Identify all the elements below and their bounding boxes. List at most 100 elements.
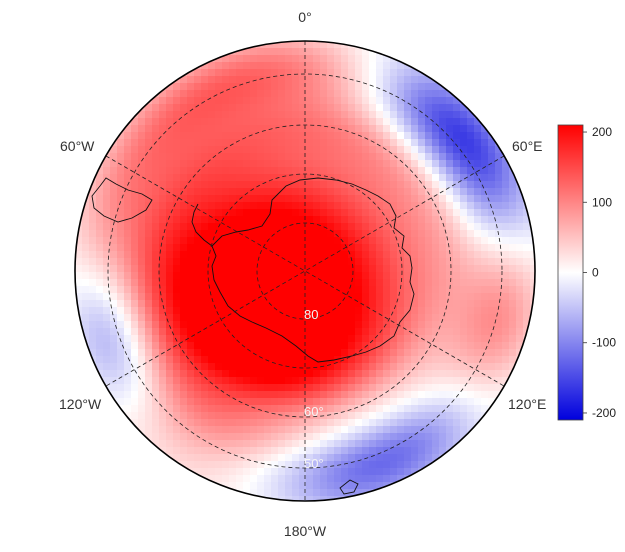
field-cell — [180, 314, 188, 322]
field-cell — [173, 419, 181, 427]
field-cell — [264, 272, 272, 280]
field-cell — [194, 328, 202, 336]
field-cell — [446, 125, 454, 133]
field-cell — [530, 216, 535, 224]
field-cell — [383, 237, 391, 245]
field-cell — [313, 111, 321, 119]
field-cell — [145, 118, 153, 126]
field-cell — [264, 349, 272, 357]
field-cell — [208, 132, 216, 140]
field-cell — [390, 132, 398, 140]
field-cell — [222, 342, 230, 350]
field-cell — [362, 286, 370, 294]
field-cell — [341, 398, 349, 406]
field-cell — [173, 321, 181, 329]
field-cell — [138, 251, 146, 259]
field-cell — [467, 195, 475, 203]
field-cell — [187, 83, 195, 91]
field-cell — [299, 258, 307, 266]
field-cell — [145, 104, 153, 112]
field-cell — [411, 279, 419, 287]
field-cell — [145, 384, 153, 392]
field-cell — [418, 314, 426, 322]
field-cell — [243, 111, 251, 119]
field-cell — [348, 398, 356, 406]
field-cell — [180, 447, 188, 455]
field-cell — [145, 174, 153, 182]
field-cell — [166, 286, 174, 294]
field-cell — [425, 160, 433, 168]
field-cell — [173, 356, 181, 364]
field-cell — [474, 258, 482, 266]
field-cell — [271, 335, 279, 343]
field-cell — [285, 349, 293, 357]
field-cell — [327, 307, 335, 315]
field-cell — [460, 391, 468, 399]
field-cell — [376, 265, 384, 273]
field-cell — [138, 188, 146, 196]
field-cell — [453, 160, 461, 168]
field-cell — [334, 426, 342, 434]
field-cell — [187, 356, 195, 364]
field-cell — [453, 104, 461, 112]
field-cell — [222, 475, 230, 483]
field-cell — [159, 230, 167, 238]
field-cell — [432, 279, 440, 287]
field-cell — [397, 426, 405, 434]
field-cell — [460, 405, 468, 413]
field-cell — [334, 216, 342, 224]
field-cell — [523, 230, 531, 238]
field-cell — [474, 328, 482, 336]
field-cell — [250, 356, 258, 364]
field-cell — [285, 244, 293, 252]
lon-label-60e: 60°E — [512, 138, 543, 154]
field-cell — [292, 391, 300, 399]
field-cell — [278, 265, 286, 273]
field-cell — [117, 265, 125, 273]
field-cell — [138, 356, 146, 364]
field-cell — [320, 237, 328, 245]
field-cell — [236, 167, 244, 175]
field-cell — [187, 223, 195, 231]
field-cell — [264, 265, 272, 273]
field-cell — [460, 132, 468, 140]
field-cell — [334, 342, 342, 350]
field-cell — [509, 181, 517, 189]
field-cell — [236, 482, 244, 490]
field-cell — [299, 132, 307, 140]
field-cell — [208, 111, 216, 119]
field-cell — [285, 118, 293, 126]
field-cell — [390, 104, 398, 112]
field-cell — [208, 412, 216, 420]
field-cell — [341, 216, 349, 224]
field-cell — [320, 342, 328, 350]
field-cell — [348, 167, 356, 175]
field-cell — [369, 405, 377, 413]
field-cell — [306, 314, 314, 322]
field-cell — [180, 265, 188, 273]
field-cell — [145, 153, 153, 161]
field-cell — [523, 293, 531, 301]
field-cell — [278, 139, 286, 147]
field-cell — [278, 181, 286, 189]
field-cell — [138, 244, 146, 252]
field-cell — [194, 90, 202, 98]
field-cell — [250, 160, 258, 168]
field-cell — [138, 321, 146, 329]
field-cell — [369, 328, 377, 336]
field-cell — [341, 468, 349, 476]
field-cell — [201, 181, 209, 189]
field-cell — [285, 104, 293, 112]
field-cell — [292, 426, 300, 434]
field-cell — [523, 272, 531, 280]
field-cell — [327, 356, 335, 364]
field-cell — [390, 363, 398, 371]
field-cell — [180, 97, 188, 105]
field-cell — [313, 349, 321, 357]
field-cell — [124, 328, 132, 336]
field-cell — [502, 286, 510, 294]
field-cell — [285, 195, 293, 203]
field-cell — [432, 258, 440, 266]
field-cell — [187, 475, 195, 483]
field-cell — [201, 160, 209, 168]
